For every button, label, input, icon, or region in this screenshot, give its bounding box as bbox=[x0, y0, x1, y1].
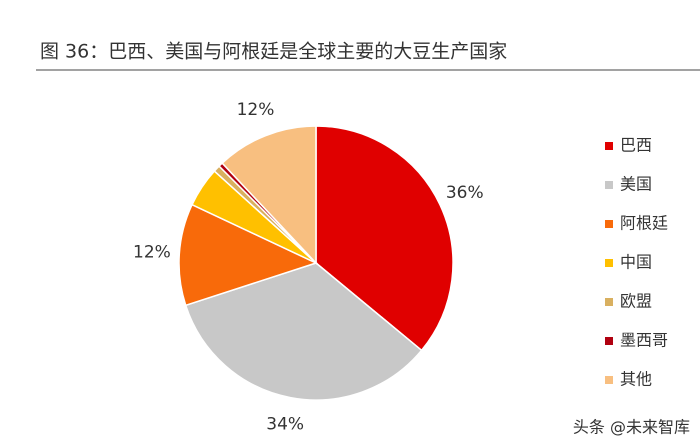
watermark: 头条 @未来智库 bbox=[573, 418, 690, 437]
legend-label: 美国 bbox=[620, 175, 652, 194]
pie-slice bbox=[221, 125, 317, 265]
data-label: 36% bbox=[446, 183, 484, 203]
pie-slice bbox=[315, 125, 454, 352]
legend-label: 欧盟 bbox=[620, 292, 652, 311]
legend-label: 其他 bbox=[620, 370, 652, 389]
legend-swatch bbox=[605, 181, 613, 189]
data-label: 12% bbox=[237, 100, 275, 120]
legend-label: 巴西 bbox=[620, 136, 652, 155]
legend-label: 墨西哥 bbox=[620, 331, 668, 350]
pie-slice bbox=[184, 262, 423, 401]
data-label: 34% bbox=[266, 414, 304, 434]
legend-label: 阿根廷 bbox=[620, 214, 668, 233]
legend-swatch bbox=[605, 142, 613, 150]
legend-swatch bbox=[605, 337, 613, 345]
legend-label: 中国 bbox=[620, 253, 652, 272]
pie-slice bbox=[178, 203, 319, 307]
legend-swatch bbox=[605, 376, 613, 384]
data-label: 12% bbox=[133, 243, 171, 263]
legend-swatch bbox=[605, 298, 613, 306]
legend-swatch bbox=[605, 259, 613, 267]
chart-title: 图 36：巴西、美国与阿根廷是全球主要的大豆生产国家 bbox=[40, 41, 507, 63]
legend-swatch bbox=[605, 220, 613, 228]
